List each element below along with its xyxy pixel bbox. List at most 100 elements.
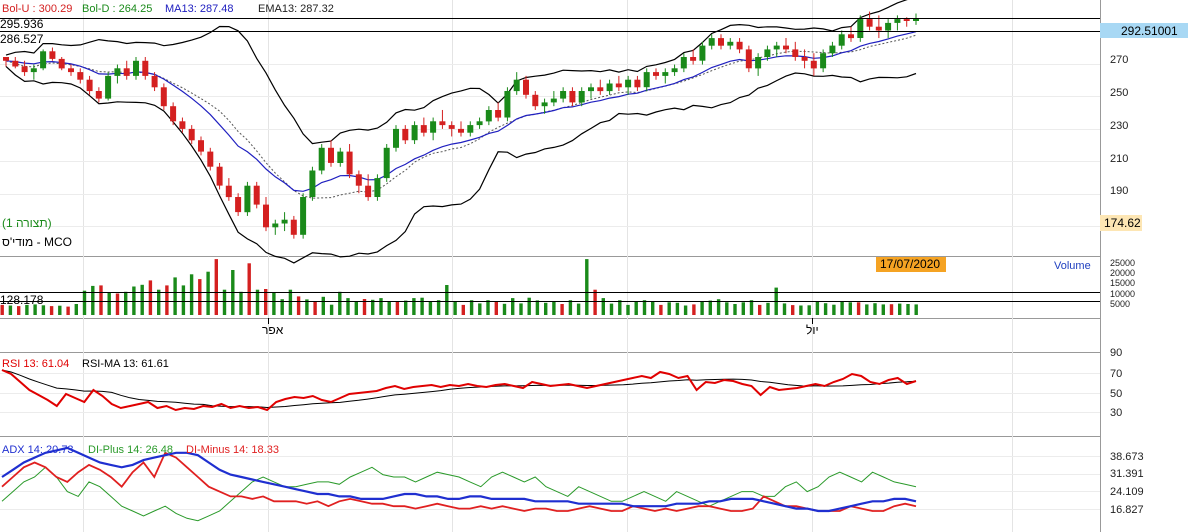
volume-bar [124,291,128,315]
candlesticks [3,11,919,239]
volume-bar [560,304,564,315]
volume-bar [469,300,474,315]
volume-bar [634,301,638,315]
candle-body [281,219,288,224]
volume-bar [272,292,276,315]
volume-bar [25,304,29,315]
volume-bar [420,297,424,315]
candle-body [430,121,437,133]
volume-bar [157,289,161,315]
candle-body [541,102,548,107]
candle-body [838,34,845,46]
date-tag [876,257,946,272]
current-price-value: 292.51001 [1121,24,1178,38]
volume-bar [782,303,787,315]
candle-body [420,125,427,133]
adx-line [1,446,917,513]
rsi-tick: 30 [1110,407,1122,419]
volume-bar [445,285,449,315]
volume-bar [856,302,861,315]
candle-body [848,34,854,39]
volume-bar [329,304,334,315]
candle-body [309,170,316,197]
volume-bar [741,302,745,315]
candle-body [160,87,167,107]
candle-body [569,91,576,103]
volume-bar [453,301,457,315]
candle-body [216,166,223,186]
volume-bar [601,298,605,315]
volume-bar [766,302,770,315]
candle-body [411,125,418,141]
candle-body [58,58,65,69]
legend-bol-d: Bol-D : 264.25 [82,3,152,15]
volume-bar [165,285,169,315]
volume-bar [486,300,490,315]
volume-bar [511,298,515,315]
volume-bar [716,299,721,315]
rsi-ma-label: RSI-MA 13: 61.61 [82,358,169,370]
volume-bar [189,274,194,315]
volume-bar [683,305,688,315]
volume-bar [321,296,325,315]
volume-bar [461,304,465,315]
rsi-label: RSI 13: 61.04 [2,358,69,370]
volume-bar [626,304,630,315]
candle-body [875,26,882,31]
volume-bar [527,297,531,315]
volume-tick: 10000 [1110,289,1135,299]
volume-bar [288,289,293,315]
volume-bar [17,306,21,315]
volume-bar [791,305,795,315]
candle-body [272,223,279,228]
bollinger-bands [5,0,917,264]
x-label-april: אפר [262,323,284,337]
volume-bar [247,263,251,315]
volume-tick: 20000 [1110,268,1135,278]
volume-bar [49,306,54,315]
di-plus-line [1,466,917,522]
candle-body [671,68,678,73]
volume-bar [239,291,243,315]
volume-bar [371,299,375,315]
candle-body [40,51,47,69]
candle-body [170,106,177,122]
volume-bar [8,305,13,315]
candle-body [133,60,139,76]
volume-bar [552,301,556,315]
view-label: (תצורה 1) [2,216,52,230]
volume-bar [99,285,103,315]
candle-body [755,57,762,69]
rsi-tick: 70 [1110,368,1122,380]
candle-body [894,19,901,23]
volume-bar [222,289,227,315]
volume-bar [362,299,367,315]
x-label-july: יול [806,323,819,337]
candle-body [885,22,892,31]
volume-bar [585,259,589,315]
volume-bar [807,305,811,315]
ema-line [5,34,917,199]
volume-bar [914,304,918,315]
rsi-tick: 50 [1110,388,1122,400]
volume-bar [840,301,844,315]
volume-bar [296,296,301,315]
volume-bar [502,303,507,315]
volume-bar [848,302,852,315]
volume-bar [206,271,210,315]
volume-bar [41,305,46,315]
volume-left-label: 128.178 [0,293,44,307]
candle-body [504,91,511,118]
candle-body [625,79,632,88]
volume-bar [708,300,712,315]
candle-body [290,219,297,235]
volume-bar [675,302,680,315]
candle-body [105,75,112,99]
candle-body [225,185,232,198]
volume-bar [214,259,218,315]
volume-axis: 25000 20000 15000 10000 5000 [1110,258,1135,309]
candle-body [550,98,557,103]
candle-body [857,19,864,38]
price-low-label: 286.527 [0,32,44,46]
candle-body [77,72,84,80]
